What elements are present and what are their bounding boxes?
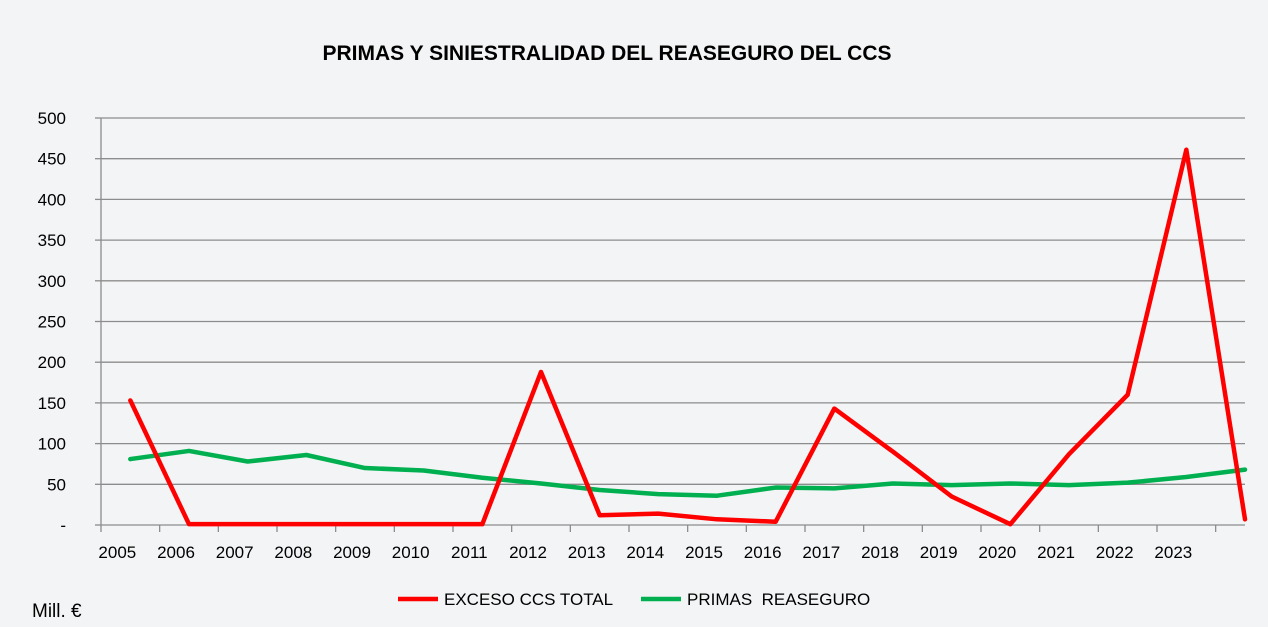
y-tick-label: 500 bbox=[38, 109, 66, 128]
x-tick-label: 2021 bbox=[1037, 543, 1075, 562]
x-axis-labels: 2005 2006 2007 2008 2009 2010 2011 2012 2013 2014… bbox=[98, 543, 1192, 562]
data-point-exceso-ccs-total bbox=[715, 517, 719, 522]
x-tick-label: 2013 bbox=[568, 543, 606, 562]
axes bbox=[100, 118, 1245, 532]
data-point-exceso-ccs-total bbox=[187, 522, 191, 527]
data-point-exceso-ccs-total bbox=[597, 513, 602, 518]
data-point-primas-reaseguro bbox=[421, 468, 426, 473]
legend: EXCESO CCS TOTAL PRIMAS REASEGURO bbox=[398, 590, 870, 609]
data-point-exceso-ccs-total bbox=[656, 511, 661, 516]
legend-label: PRIMAS REASEGURO bbox=[687, 590, 870, 609]
data-point-exceso-ccs-total bbox=[128, 398, 133, 403]
data-point-exceso-ccs-total bbox=[539, 369, 543, 374]
data-point-exceso-ccs-total bbox=[304, 522, 309, 527]
data-point-exceso-ccs-total bbox=[1008, 522, 1013, 527]
data-point-primas-reaseguro bbox=[1125, 480, 1130, 485]
x-tick-label: 2020 bbox=[978, 543, 1016, 562]
data-point-primas-reaseguro bbox=[128, 457, 133, 462]
y-tick-label: 150 bbox=[38, 394, 66, 413]
x-tick-label: 2011 bbox=[451, 543, 488, 562]
x-tick-label: 2018 bbox=[861, 543, 899, 562]
data-point-primas-reaseguro bbox=[891, 481, 895, 486]
data-point-exceso-ccs-total bbox=[773, 519, 778, 524]
x-tick-label: 2006 bbox=[157, 543, 195, 562]
data-point-primas-reaseguro bbox=[949, 483, 954, 488]
y-tick-label: 250 bbox=[38, 313, 66, 332]
y-axis-labels: - 50 100 150 200 250 300 350 400 450 500 bbox=[38, 109, 66, 535]
data-point-exceso-ccs-total bbox=[1125, 392, 1130, 397]
x-tick-label: 2005 bbox=[98, 543, 136, 562]
x-tick-label: 2007 bbox=[216, 543, 254, 562]
chart-title: PRIMAS Y SINIESTRALIDAD DEL REASEGURO DE… bbox=[322, 42, 891, 65]
x-tick-label: 2012 bbox=[509, 543, 547, 562]
x-tick-label: 2014 bbox=[626, 543, 664, 562]
data-point-primas-reaseguro bbox=[187, 448, 191, 453]
data-point-primas-reaseguro bbox=[832, 486, 837, 491]
data-point-exceso-ccs-total bbox=[832, 406, 837, 411]
data-point-primas-reaseguro bbox=[656, 492, 661, 497]
data-point-primas-reaseguro bbox=[773, 485, 778, 490]
x-tick-label: 2019 bbox=[920, 543, 958, 562]
x-tick-label: 2009 bbox=[333, 543, 371, 562]
y-tick-label: 50 bbox=[47, 475, 66, 494]
data-point-exceso-ccs-total bbox=[1067, 452, 1071, 457]
data-point-primas-reaseguro bbox=[715, 493, 719, 498]
data-point-primas-reaseguro bbox=[304, 452, 309, 457]
y-tick-label: 450 bbox=[38, 150, 66, 169]
data-point-primas-reaseguro bbox=[363, 466, 367, 471]
data-point-exceso-ccs-total bbox=[1243, 517, 1247, 522]
x-tick-label: 2017 bbox=[802, 543, 840, 562]
data-point-primas-reaseguro bbox=[539, 481, 543, 486]
y-tick-label: 350 bbox=[38, 231, 66, 250]
x-tick-label: 2010 bbox=[392, 543, 430, 562]
x-tick-label: 2023 bbox=[1154, 543, 1192, 562]
data-point-exceso-ccs-total bbox=[1184, 147, 1189, 152]
data-point-primas-reaseguro bbox=[1008, 481, 1013, 486]
grid-lines bbox=[95, 117, 1245, 526]
y-tick-label: 400 bbox=[38, 190, 66, 209]
legend-label: EXCESO CCS TOTAL bbox=[444, 590, 613, 609]
y-tick-label: 200 bbox=[38, 353, 66, 372]
data-point-exceso-ccs-total bbox=[245, 522, 250, 527]
series-group bbox=[128, 147, 1248, 527]
data-point-primas-reaseguro bbox=[1184, 474, 1189, 479]
x-tick-label: 2016 bbox=[744, 543, 782, 562]
data-point-exceso-ccs-total bbox=[421, 522, 426, 527]
data-point-primas-reaseguro bbox=[245, 459, 250, 464]
series-line-exceso-ccs-total bbox=[128, 147, 1248, 527]
data-point-exceso-ccs-total bbox=[891, 449, 895, 454]
unit-label: Mill. € bbox=[32, 601, 82, 622]
data-point-primas-reaseguro bbox=[480, 475, 485, 480]
data-point-primas-reaseguro bbox=[1067, 483, 1071, 488]
data-point-exceso-ccs-total bbox=[363, 522, 367, 527]
data-point-primas-reaseguro bbox=[597, 487, 602, 492]
y-tick-label: 100 bbox=[38, 435, 66, 454]
x-tick-label: 2008 bbox=[274, 543, 312, 562]
data-point-exceso-ccs-total bbox=[949, 494, 954, 499]
y-tick-label: - bbox=[60, 516, 66, 535]
data-point-exceso-ccs-total bbox=[480, 522, 485, 527]
y-tick-label: 300 bbox=[38, 272, 66, 291]
data-point-primas-reaseguro bbox=[1243, 467, 1247, 472]
series-line-primas-reaseguro bbox=[128, 448, 1248, 498]
x-tick-label: 2015 bbox=[685, 543, 723, 562]
x-tick-label: 2022 bbox=[1096, 543, 1134, 562]
